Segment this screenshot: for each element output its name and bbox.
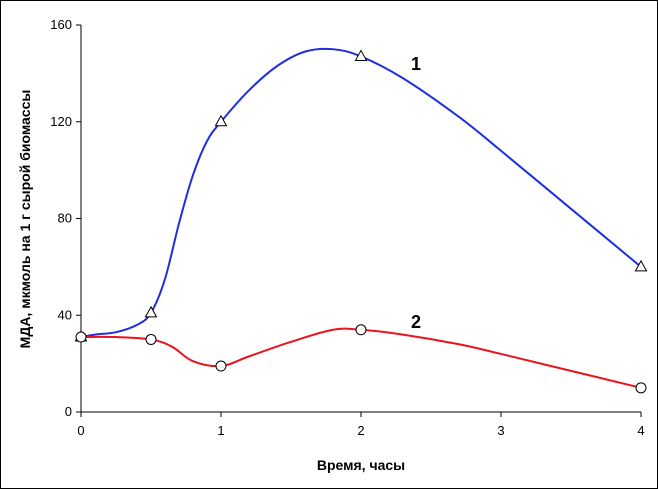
y-axis-title: МДА, мкмоль на 1 г сырой биомассы [17, 90, 33, 349]
series-label-1: 1 [411, 54, 421, 74]
x-axis-title: Время, часы [317, 457, 405, 473]
x-tick-label: 3 [497, 423, 504, 438]
data-point-triangle [144, 305, 158, 318]
data-point-triangle [354, 49, 368, 61]
y-tick-label: 120 [50, 114, 72, 129]
series-line-1 [80, 47, 642, 339]
x-tick-label: 2 [357, 423, 364, 438]
data-point-circle [355, 324, 367, 336]
data-point-triangle [214, 114, 228, 127]
y-tick-label: 0 [65, 404, 72, 419]
data-point-circle [75, 331, 87, 343]
data-point-circle [215, 360, 227, 372]
y-tick-label: 160 [50, 17, 72, 32]
series-label-2: 2 [411, 312, 421, 332]
x-tick-label: 1 [217, 423, 224, 438]
axes: 0 40 80 120 160 0 1 2 3 4 [50, 17, 644, 438]
series-line-2 [80, 327, 642, 389]
y-tick-label: 80 [58, 211, 72, 226]
y-tick-label: 40 [58, 307, 72, 322]
data-point-circle [635, 382, 647, 394]
x-tick-label: 4 [637, 423, 644, 438]
x-tick-label: 0 [77, 423, 84, 438]
series-layer [74, 47, 648, 394]
data-point-circle [145, 333, 157, 345]
data-point-triangle [634, 259, 648, 272]
